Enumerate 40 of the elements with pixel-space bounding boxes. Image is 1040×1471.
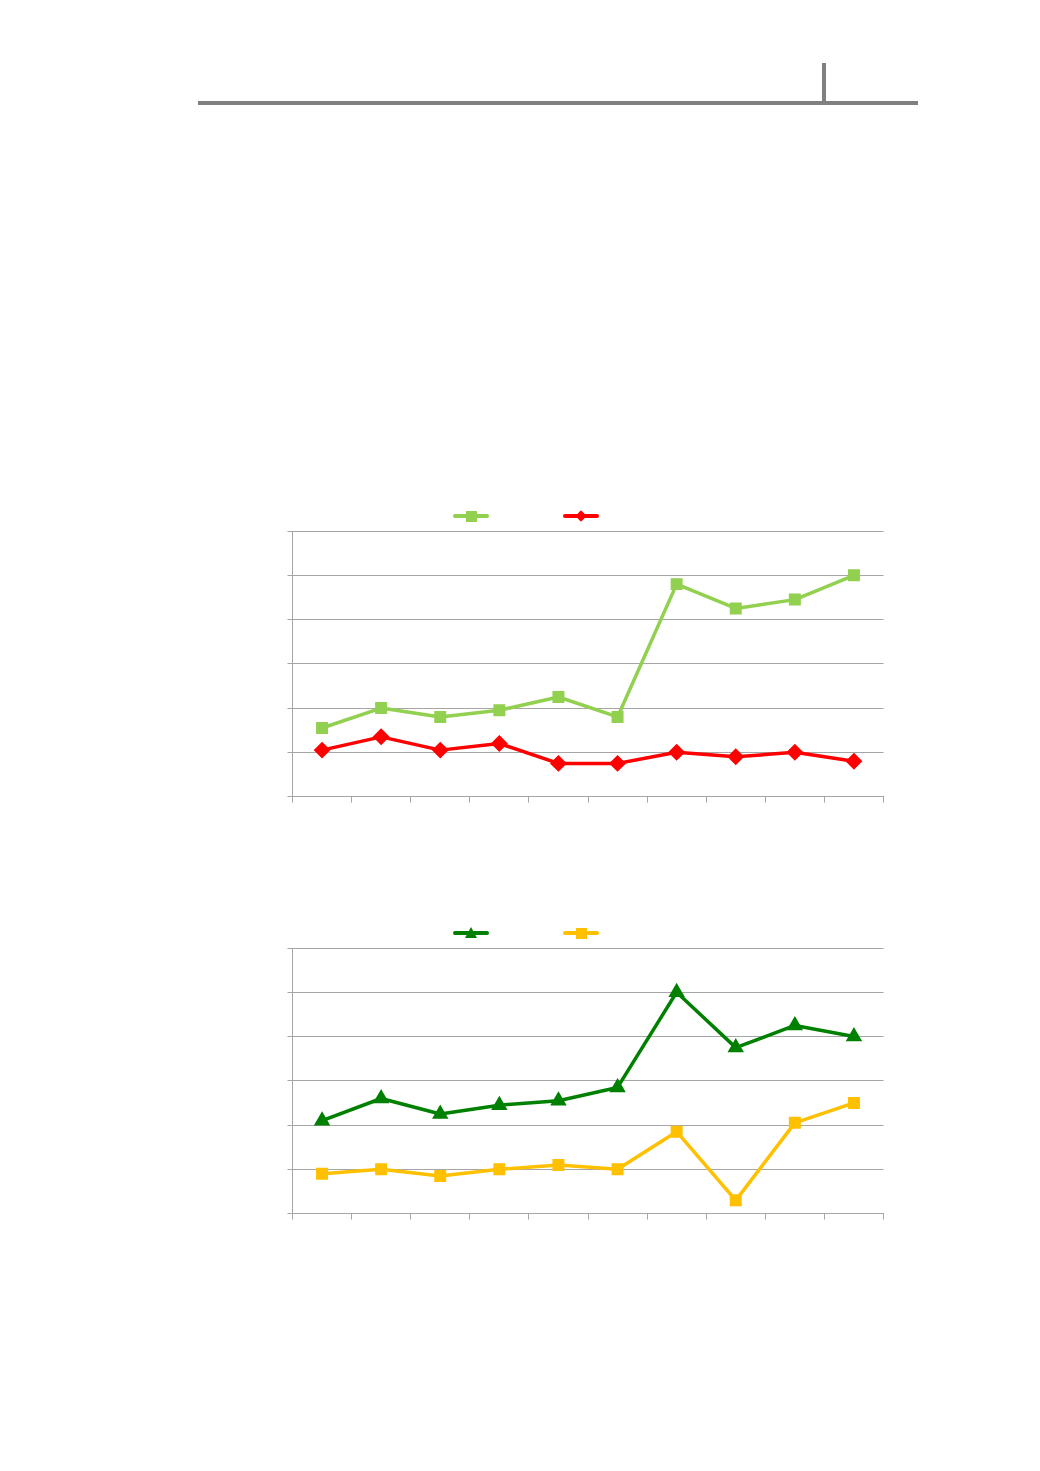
- point: [729, 602, 742, 615]
- point: [729, 1194, 742, 1207]
- point: [670, 578, 683, 591]
- point: [316, 1167, 329, 1180]
- point: [847, 1028, 861, 1042]
- point: [728, 1039, 743, 1053]
- point: [610, 1079, 625, 1093]
- point: [550, 755, 567, 772]
- point: [847, 569, 860, 582]
- point: [668, 982, 685, 998]
- point: [788, 593, 801, 606]
- point: [728, 749, 744, 765]
- point: [551, 1092, 566, 1106]
- point: [493, 704, 506, 717]
- point: [609, 755, 626, 772]
- point: [433, 1106, 448, 1119]
- point: [315, 1112, 329, 1126]
- point: [375, 1163, 388, 1176]
- point: [492, 1097, 507, 1110]
- point: [375, 702, 388, 715]
- point: [668, 744, 685, 761]
- point: [432, 742, 448, 758]
- point: [552, 1158, 565, 1171]
- point: [493, 1163, 506, 1176]
- point: [787, 1017, 802, 1031]
- point: [787, 744, 803, 761]
- point: [314, 742, 330, 758]
- point: [373, 729, 389, 745]
- point: [846, 753, 862, 769]
- point: [316, 721, 329, 734]
- point: [552, 691, 565, 703]
- point: [611, 1163, 624, 1176]
- point: [434, 710, 447, 723]
- point: [847, 1096, 860, 1109]
- point: [611, 710, 624, 723]
- point: [788, 1116, 801, 1129]
- point: [670, 1125, 683, 1138]
- point: [491, 735, 508, 752]
- point: [374, 1090, 389, 1104]
- point: [434, 1169, 447, 1182]
